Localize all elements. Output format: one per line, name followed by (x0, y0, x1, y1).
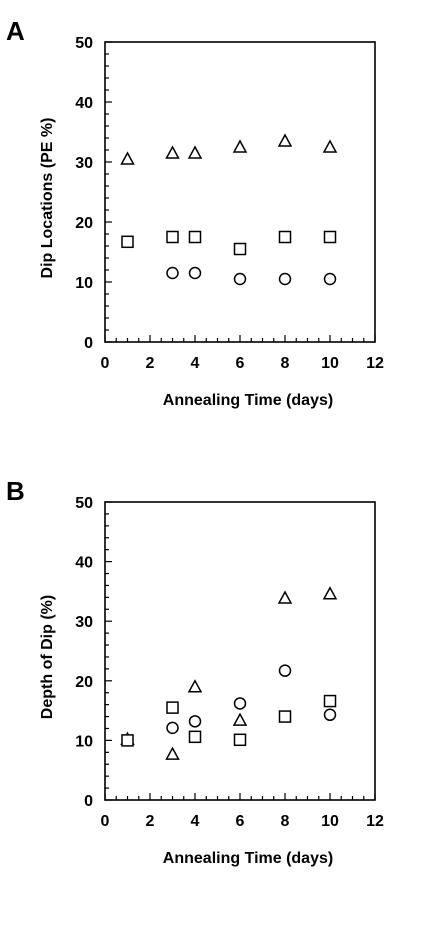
x-tick-label: 12 (366, 355, 384, 372)
x-tick-label: 8 (281, 813, 290, 830)
circle-point (278, 272, 292, 286)
x-tick-label: 0 (101, 813, 110, 830)
y-axis-label: Dip Locations (PE %) (39, 118, 56, 279)
plot-frame (104, 41, 376, 343)
circle-point (166, 721, 179, 735)
y-tick-label: 0 (84, 335, 93, 352)
x-axis-label: Annealing Time (days) (163, 392, 333, 409)
circle-point (188, 266, 202, 280)
square-point (233, 242, 247, 256)
square-point (323, 230, 337, 244)
circle-point (233, 697, 247, 710)
x-tick-label: 2 (146, 813, 155, 830)
square-point (166, 230, 179, 244)
square-point (121, 734, 134, 747)
y-tick-label: 10 (75, 275, 93, 292)
x-tick-label: 10 (321, 355, 339, 372)
x-axis-label: Annealing Time (days) (163, 850, 333, 867)
triangle-point (277, 133, 293, 147)
y-tick-label: 20 (75, 674, 93, 691)
x-tick-label: 6 (236, 355, 245, 372)
triangle-point (165, 746, 180, 760)
triangle-point (120, 151, 135, 165)
triangle-point (322, 586, 338, 600)
y-tick-label: 30 (75, 614, 93, 631)
chart-panel-b: B 0 2 4 6 8 10 12 0 10 20 30 40 50 Annealing Time (day… (6, 476, 384, 867)
y-tick-label: 20 (75, 215, 93, 232)
panel-label: A (6, 16, 25, 46)
circle-point (233, 272, 247, 286)
x-tick-label: 12 (366, 813, 384, 830)
triangle-point (322, 139, 338, 153)
square-point (121, 235, 134, 249)
plot-frame (104, 501, 376, 801)
y-tick-label: 50 (75, 495, 93, 512)
triangle-point (277, 590, 293, 604)
y-tick-label: 40 (75, 95, 93, 112)
square-point (278, 230, 292, 244)
square-point (166, 701, 179, 714)
panel-label: B (6, 476, 25, 506)
circle-point (166, 266, 179, 280)
square-point (188, 230, 202, 244)
y-tick-label: 10 (75, 733, 93, 750)
x-tick-label: 4 (191, 813, 200, 830)
triangle-point (187, 145, 203, 159)
x-tick-label: 10 (321, 813, 339, 830)
x-tick-label: 6 (236, 813, 245, 830)
y-tick-label: 0 (84, 793, 93, 810)
square-point (233, 733, 247, 747)
triangle-point (187, 679, 203, 693)
square-point (188, 730, 202, 744)
x-tick-label: 4 (191, 355, 200, 372)
circle-point (323, 272, 337, 286)
triangle-point (165, 145, 180, 159)
square-point (323, 694, 337, 708)
circle-point (323, 708, 337, 722)
circle-point (278, 664, 292, 677)
square-point (278, 710, 292, 723)
y-tick-label: 40 (75, 555, 93, 572)
triangle-point (232, 712, 248, 726)
circle-point (188, 715, 202, 728)
chart-panel-a: A 0 2 4 6 8 10 12 0 10 20 30 40 50 Annealing Time (day… (6, 16, 384, 409)
y-axis-label: Depth of Dip (%) (39, 595, 56, 719)
y-tick-label: 50 (75, 35, 93, 52)
x-tick-label: 8 (281, 355, 290, 372)
triangle-point (232, 139, 248, 153)
x-tick-label: 2 (146, 355, 155, 372)
y-tick-label: 30 (75, 155, 93, 172)
x-tick-label: 0 (101, 355, 110, 372)
